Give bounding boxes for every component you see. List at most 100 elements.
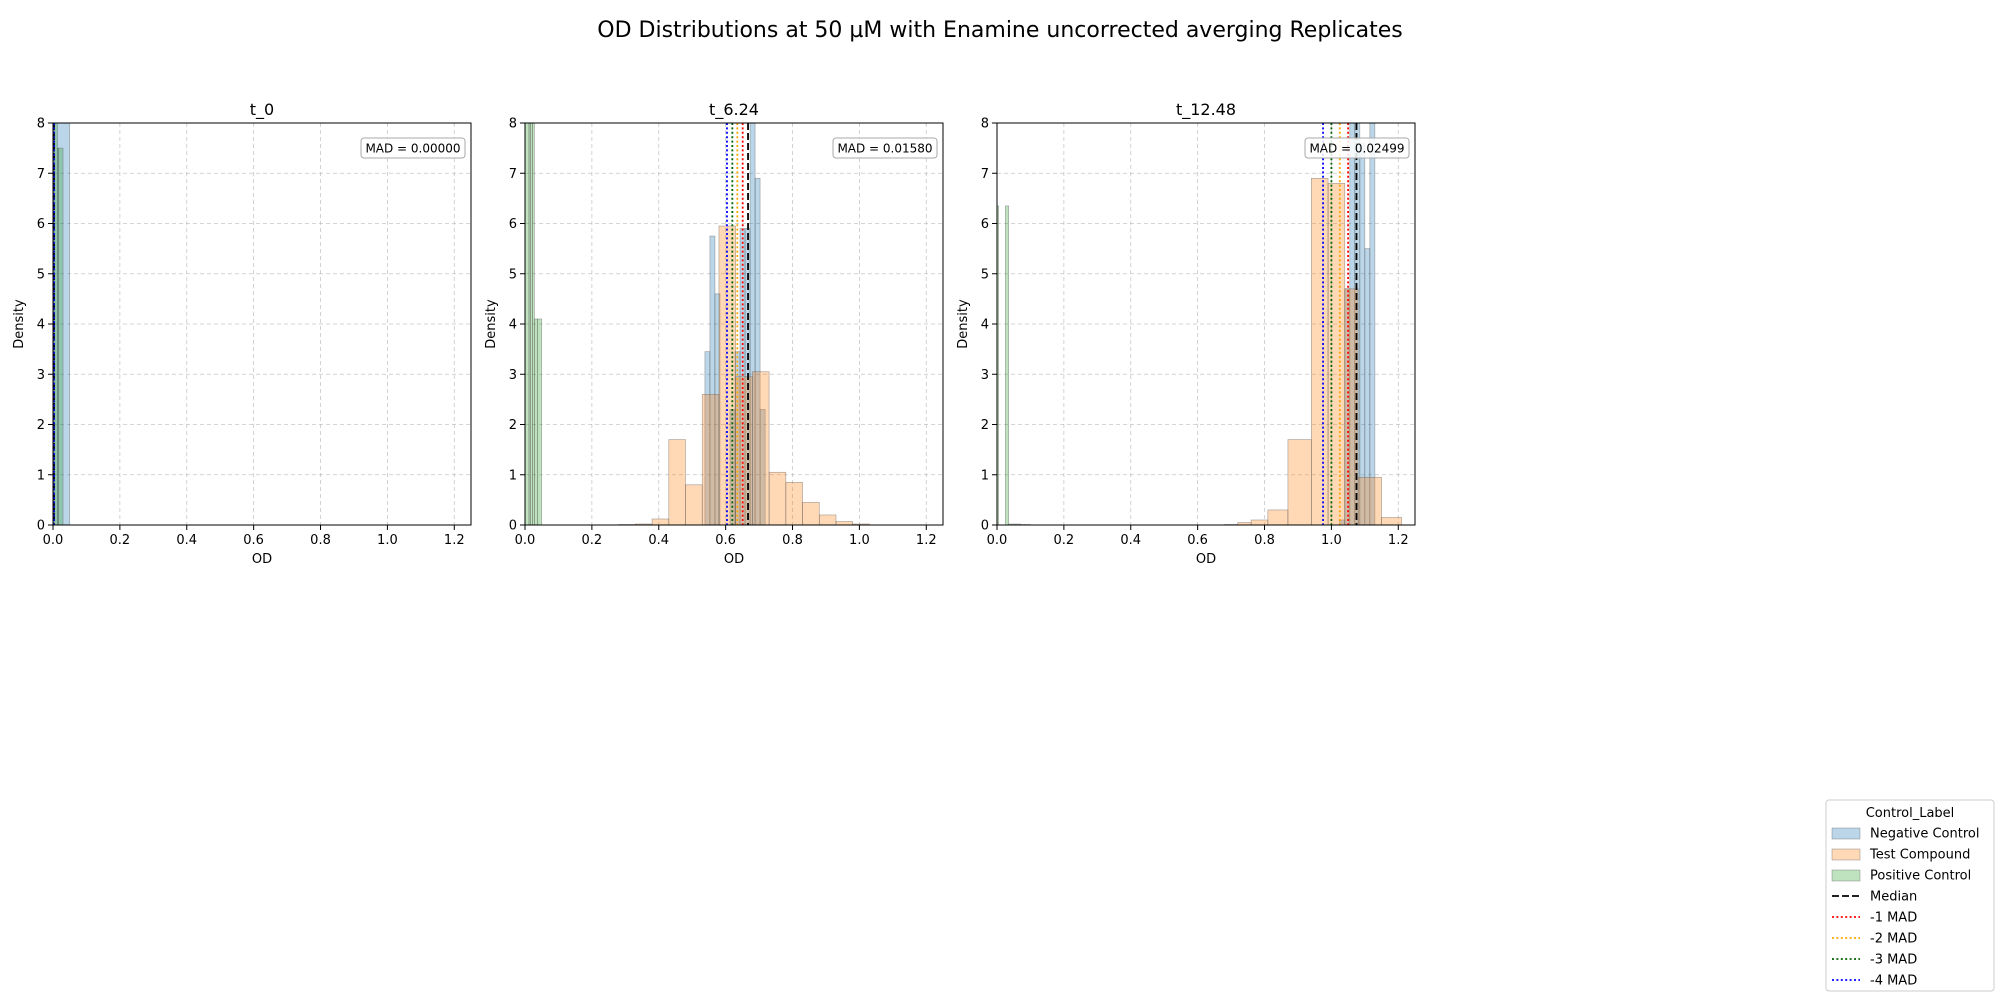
x-tick-label: 0.0 xyxy=(987,533,1008,548)
x-tick-label: 0.0 xyxy=(515,533,536,548)
y-tick-label: 1 xyxy=(37,468,45,483)
y-tick-label: 4 xyxy=(37,318,45,333)
x-tick-label: 0.6 xyxy=(1187,533,1208,548)
x-axis-label: OD xyxy=(1196,552,1216,567)
y-tick-label: 3 xyxy=(509,368,517,383)
y-tick-label: 2 xyxy=(981,418,989,433)
mad-annotation: MAD = 0.02499 xyxy=(1309,142,1404,156)
x-tick-label: 1.2 xyxy=(1388,533,1409,548)
subplot-t12-48: 0.0 0.2 0.4 0.6 0.8 1.0 1.2 0 1 2 3 4 5 6 7 8 t_12.48 OD D… xyxy=(956,100,1416,567)
mad-annotation: MAD = 0.01580 xyxy=(837,142,932,156)
x-axis-label: OD xyxy=(252,552,272,567)
y-axis-label: Density xyxy=(12,299,27,349)
legend-label-positive-control: Positive Control xyxy=(1870,869,1971,884)
legend-label-1-mad: -1 MAD xyxy=(1870,911,1917,926)
subplot-t6-24: 0.0 0.2 0.4 0.6 0.8 1.0 1.2 0 1 2 3 4 5 6 7 8 t_6.24 OD De… xyxy=(484,100,944,567)
x-tick-label: 0.4 xyxy=(648,533,669,548)
hist-bar-test-compound xyxy=(1311,177,1329,525)
hist-bar-positive-control xyxy=(58,147,64,525)
subplot-t0: 0.0 0.2 0.4 0.6 0.8 1.0 1.2 0 1 2 3 4 5 6 7 8 t_0 OD Densi… xyxy=(12,100,472,567)
legend-label-3-mad: -3 MAD xyxy=(1870,953,1917,968)
x-tick-label: 0.8 xyxy=(310,533,331,548)
legend: Control_Label Negative Control Test Compo… xyxy=(1825,799,1995,992)
x-tick-label: 1.0 xyxy=(849,533,870,548)
y-tick-label: 6 xyxy=(981,217,989,232)
x-tick-label: 1.2 xyxy=(444,533,465,548)
x-tick-label: 0.4 xyxy=(176,533,197,548)
hist-bar-positive-control xyxy=(532,123,535,525)
y-tick-label: 4 xyxy=(509,318,517,333)
y-tick-label: 7 xyxy=(509,167,517,182)
x-tick-label: 1.2 xyxy=(916,533,937,548)
hist-bar-test-compound xyxy=(701,394,720,525)
hist-bar-positive-control xyxy=(537,318,543,525)
hist-bar-positive-control xyxy=(997,205,999,525)
mad-annotation-box xyxy=(832,137,938,159)
hist-bar-positive-control xyxy=(534,318,539,525)
mad-annotation-box xyxy=(360,137,466,159)
x-tick-label: 0.8 xyxy=(782,533,803,548)
figure-suptitle: OD Distributions at 50 µM with Enamine u… xyxy=(597,18,1402,43)
x-tick-label: 0.2 xyxy=(110,533,131,548)
y-tick-label: 5 xyxy=(37,267,45,282)
plot-area xyxy=(525,123,870,525)
x-tick-label: 0.6 xyxy=(243,533,264,548)
legend-label-4-mad: -4 MAD xyxy=(1870,974,1917,989)
hist-bar-test-compound xyxy=(768,471,787,525)
hist-bar-test-compound xyxy=(668,439,686,525)
hist-bar-test-compound xyxy=(1250,519,1269,525)
legend-label-negative-control: Negative Control xyxy=(1870,827,1979,842)
legend-frame xyxy=(1825,799,1995,992)
y-tick-label: 6 xyxy=(37,217,45,232)
hist-bar-test-compound xyxy=(1357,476,1382,525)
hist-bar-test-compound xyxy=(802,502,820,525)
x-tick-label: 0.2 xyxy=(1054,533,1075,548)
y-tick-label: 1 xyxy=(509,468,517,483)
y-tick-label: 2 xyxy=(37,418,45,433)
hist-bar-test-compound xyxy=(1287,439,1312,525)
y-tick-label: 2 xyxy=(509,418,517,433)
y-tick-label: 3 xyxy=(37,368,45,383)
y-tick-label: 7 xyxy=(37,167,45,182)
hist-bar-negative-control xyxy=(1359,142,1366,525)
y-tick-label: 0 xyxy=(509,519,517,534)
y-tick-label: 6 xyxy=(509,217,517,232)
subplot-title: t_0 xyxy=(250,100,274,120)
hist-bar-test-compound xyxy=(752,371,770,525)
plot-area xyxy=(997,123,1402,525)
y-tick-label: 1 xyxy=(981,468,989,483)
y-axis-label: Density xyxy=(956,299,971,349)
y-tick-label: 5 xyxy=(981,267,989,282)
x-tick-label: 0.6 xyxy=(715,533,736,548)
y-tick-label: 0 xyxy=(37,519,45,534)
y-tick-label: 5 xyxy=(509,267,517,282)
hist-bar-test-compound xyxy=(818,514,837,525)
legend-swatch-negative-control xyxy=(1831,827,1861,840)
subplot-title: t_6.24 xyxy=(709,100,759,120)
legend-title: Control_Label xyxy=(1866,806,1955,821)
legend-entries: Negative Control Test Compound Positive Co… xyxy=(1831,827,1979,989)
hist-bar-test-compound xyxy=(1381,517,1402,525)
x-axis-label: OD xyxy=(724,552,744,567)
y-tick-label: 4 xyxy=(981,318,989,333)
subplot-title: t_12.48 xyxy=(1176,100,1236,120)
y-tick-label: 7 xyxy=(981,167,989,182)
plot-area xyxy=(53,123,71,525)
y-axis-label: Density xyxy=(484,299,499,349)
hist-bar-negative-control xyxy=(754,177,761,525)
legend-swatch-test-compound xyxy=(1831,848,1861,861)
x-tick-label: 0.0 xyxy=(43,533,64,548)
hist-bar-positive-control xyxy=(1005,205,1010,525)
y-tick-label: 3 xyxy=(981,368,989,383)
y-tick-label: 8 xyxy=(37,117,45,132)
y-tick-label: 8 xyxy=(509,117,517,132)
legend-label-test-compound: Test Compound xyxy=(1869,848,1970,863)
hist-bar-test-compound xyxy=(651,518,670,525)
hist-bar-positive-control xyxy=(525,123,530,525)
legend-label-2-mad: -2 MAD xyxy=(1870,932,1917,947)
hist-bar-test-compound xyxy=(685,484,703,525)
x-tick-label: 0.8 xyxy=(1254,533,1275,548)
legend-label-median: Median xyxy=(1870,890,1917,905)
axes-frame xyxy=(52,122,472,526)
mad-annotation: MAD = 0.00000 xyxy=(365,142,460,156)
